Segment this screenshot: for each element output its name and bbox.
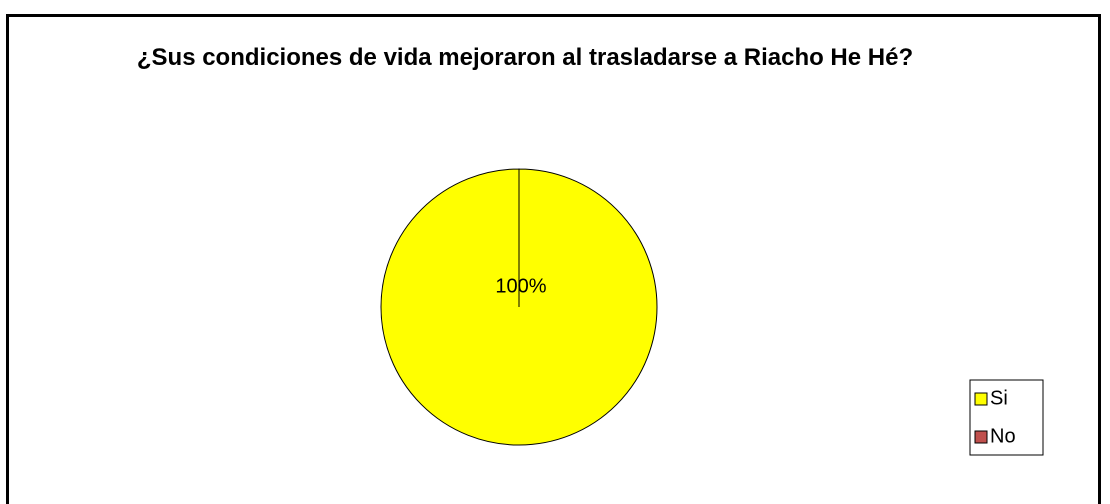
legend-label: Si [990, 387, 1008, 409]
pie-slice [380, 168, 658, 446]
chart-title: ¿Sus condiciones de vida mejoraron al tr… [136, 44, 914, 71]
data-label: 100% [495, 275, 546, 297]
legend-swatch [974, 430, 988, 444]
legend-swatch [974, 392, 988, 406]
chart-frame [6, 14, 1101, 504]
legend-label: No [990, 425, 1016, 447]
